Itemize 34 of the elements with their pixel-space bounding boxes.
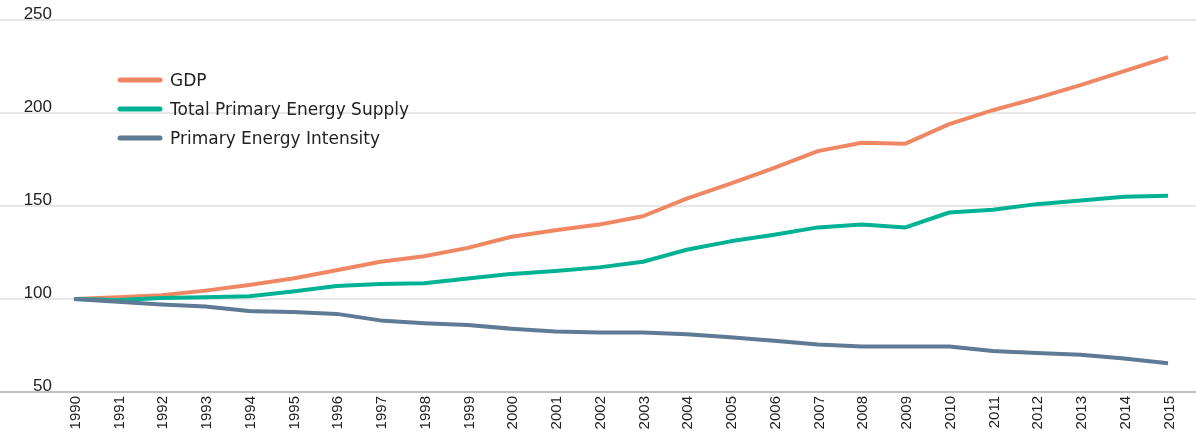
x-tick-label: 2012	[1028, 396, 1046, 430]
x-tick-label: 2015	[1159, 396, 1177, 430]
x-tick-label: 1997	[372, 396, 390, 430]
y-tick-label: 50	[33, 375, 52, 395]
x-tick-label: 2011	[984, 396, 1002, 429]
x-tick-label: 2001	[547, 396, 565, 430]
x-tick-label: 2006	[765, 396, 783, 430]
y-tick-label: 200	[23, 96, 52, 116]
legend-label: GDP	[170, 69, 207, 90]
x-tick-label: 2002	[590, 396, 608, 430]
x-tick-label: 2010	[940, 396, 958, 430]
x-tick-label: 1998	[415, 396, 433, 430]
x-tick-label: 1994	[240, 396, 258, 430]
y-tick-label: 100	[23, 282, 52, 302]
x-tick-label: 2005	[722, 396, 740, 430]
x-tick-label: 1999	[459, 396, 477, 430]
x-tick-label: 1993	[197, 396, 215, 430]
legend-label: Total Primary Energy Supply	[169, 98, 410, 119]
x-tick-label: 2004	[678, 396, 696, 430]
x-tick-label: 2000	[503, 396, 521, 430]
x-tick-label: 1990	[65, 396, 83, 430]
x-tick-label: 2014	[1115, 396, 1133, 430]
x-tick-label: 1992	[153, 396, 171, 430]
y-tick-label: 250	[23, 3, 52, 23]
legend-label: Primary Energy Intensity	[170, 127, 381, 148]
x-tick-label: 1995	[284, 396, 302, 430]
x-tick-label: 2003	[634, 396, 652, 430]
x-tick-label: 2008	[853, 396, 871, 430]
x-tick-label: 2013	[1072, 396, 1090, 430]
x-tick-label: 2009	[897, 396, 915, 430]
x-tick-label: 1996	[328, 396, 346, 430]
y-tick-label: 150	[23, 189, 52, 209]
x-tick-label: 1991	[109, 396, 127, 430]
x-tick-label: 2007	[809, 396, 827, 430]
